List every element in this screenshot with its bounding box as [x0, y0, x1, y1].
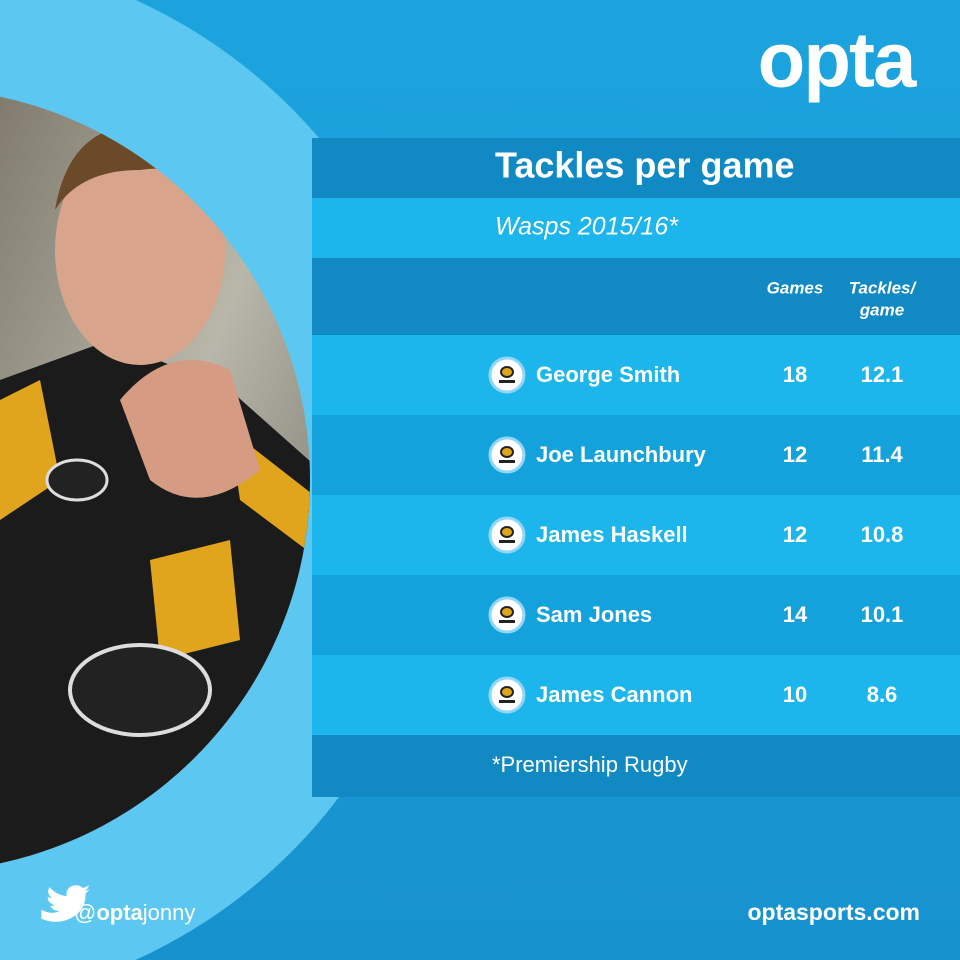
player-name: Sam Jones: [536, 602, 652, 627]
games-value: 18: [783, 362, 807, 387]
row-band: [312, 495, 960, 575]
row-band: [312, 415, 960, 495]
column-header: Games: [767, 278, 824, 297]
badge-wasp: [500, 606, 514, 618]
player-name: George Smith: [536, 362, 680, 387]
badge-bar: [499, 620, 515, 623]
player-name: James Cannon: [536, 682, 693, 707]
website: optasports.com: [747, 899, 920, 925]
bands: [312, 138, 960, 797]
handle: @optajonny: [74, 900, 195, 925]
footnote-band: [312, 735, 960, 797]
badge-wasp: [500, 446, 514, 458]
games-value: 12: [783, 442, 807, 467]
column-header: game: [859, 300, 904, 319]
subtitle: Wasps 2015/16*: [495, 213, 679, 241]
games-value: 12: [783, 522, 807, 547]
handle-brand: opta: [96, 900, 143, 925]
table-rows: George Smith 18 12.1 Joe Launchbury 12 11.4 Ja…: [488, 356, 904, 714]
tackles-value: 12.1: [861, 362, 904, 387]
tackles-value: 10.1: [861, 602, 904, 627]
tackles-value: 10.8: [861, 522, 904, 547]
logo: opta: [758, 16, 917, 104]
title-band: [312, 138, 960, 198]
row-band: [312, 575, 960, 655]
handle-name: jonny: [142, 900, 196, 925]
player-name: Joe Launchbury: [536, 442, 707, 467]
player-name: James Haskell: [536, 522, 688, 547]
badge-bar: [499, 460, 515, 463]
row-band: [312, 655, 960, 735]
tackles-value: 11.4: [861, 442, 903, 467]
footnote: *Premiership Rugby: [492, 752, 688, 777]
badge-wasp: [500, 366, 514, 378]
badge-bar: [499, 540, 515, 543]
title: Tackles per game: [495, 145, 795, 186]
twitter-icon: [41, 885, 90, 922]
column-header: Tackles/: [849, 278, 918, 297]
games-value: 10: [783, 682, 807, 707]
badge-wasp: [500, 526, 514, 538]
badge-wasp: [500, 686, 514, 698]
games-value: 14: [783, 602, 808, 627]
badge-bar: [499, 700, 515, 703]
row-band: [312, 335, 960, 415]
tackles-value: 8.6: [867, 682, 898, 707]
header-band: [312, 258, 960, 335]
badge-bar: [499, 380, 515, 383]
handle-at: @: [74, 900, 96, 925]
subtitle-band: [312, 198, 960, 258]
